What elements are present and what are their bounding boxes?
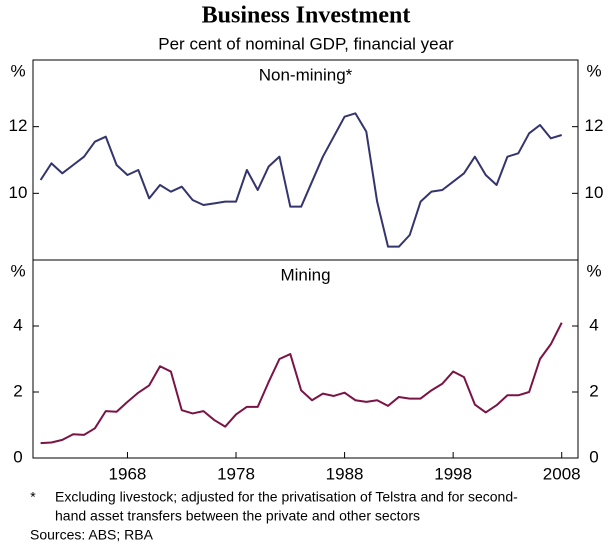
x-tick-label: 1998 (434, 464, 472, 483)
y-tick-label: 12 (585, 116, 604, 135)
panel-title: Mining (280, 265, 330, 284)
y-unit-label: % (586, 61, 601, 80)
x-tick-label: 1978 (217, 464, 255, 483)
x-tick-label: 1968 (109, 464, 147, 483)
y-tick-label: 2 (589, 381, 598, 400)
data-line (39, 112, 563, 248)
chart-subtitle: Per cent of nominal GDP, financial year (158, 34, 454, 53)
x-tick-label: 1988 (326, 464, 364, 483)
note-line: hand asset transfers between the private… (55, 508, 420, 524)
note-line: Excluding livestock; adjusted for the pr… (55, 489, 518, 505)
y-tick-label: 0 (13, 447, 22, 466)
panel-title: Non-mining* (259, 65, 353, 84)
sources: Sources: ABS; RBA (30, 527, 154, 543)
y-tick-label: 4 (589, 315, 598, 334)
y-tick-label: 12 (9, 116, 28, 135)
y-tick-label: 0 (589, 447, 598, 466)
panel-frame (32, 259, 579, 459)
y-tick-label: 10 (585, 183, 604, 202)
note-marker: * (30, 489, 36, 505)
y-unit-label: % (10, 61, 25, 80)
chart-title: Business Investment (202, 3, 411, 29)
y-tick-label: 10 (9, 183, 28, 202)
data-line (40, 322, 563, 445)
y-tick-label: 2 (13, 381, 22, 400)
y-unit-label: % (10, 261, 25, 280)
y-tick-label: 4 (13, 315, 22, 334)
x-tick-label: 2008 (543, 464, 581, 483)
y-unit-label: % (586, 261, 601, 280)
